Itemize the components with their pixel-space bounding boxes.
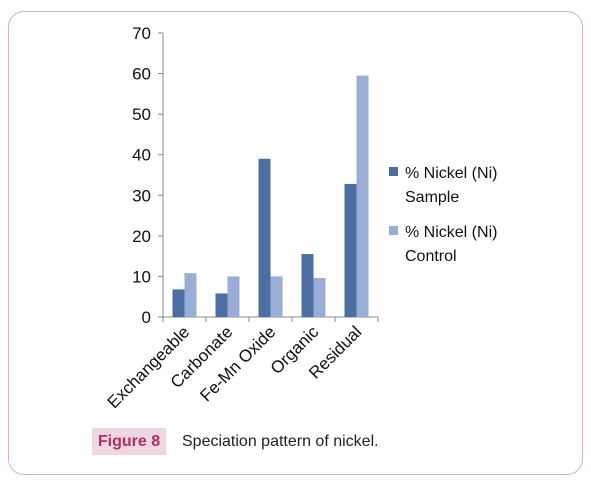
y-tick-label: 0 <box>142 308 151 327</box>
figure-caption: Speciation pattern of nickel. <box>182 433 379 450</box>
y-tick-label: 40 <box>132 146 151 165</box>
bar-control-carbonate <box>227 276 240 317</box>
bar-control-fe-mn-oxide <box>270 276 283 317</box>
y-tick-label: 70 <box>132 24 151 43</box>
bar-control-organic <box>313 278 326 317</box>
bar-sample-carbonate <box>215 293 228 317</box>
y-tick-label: 20 <box>132 227 151 246</box>
bar-sample-exchangeable <box>172 289 185 317</box>
legend-label: Control <box>405 248 457 265</box>
y-tick-label: 60 <box>132 65 151 84</box>
y-tick-label: 50 <box>132 105 151 124</box>
bar-sample-residual <box>344 183 357 317</box>
legend-label: % Nickel (Ni) <box>405 224 497 241</box>
bar-sample-fe-mn-oxide <box>258 158 271 317</box>
y-tick-label: 10 <box>132 267 151 286</box>
bar-control-exchangeable <box>184 273 197 317</box>
legend-label: Sample <box>405 189 459 206</box>
figure-frame <box>8 11 583 475</box>
figure-label: Figure 8 <box>92 428 166 455</box>
legend-swatch-control <box>389 226 398 235</box>
bar-control-residual <box>356 75 369 317</box>
legend-swatch-sample <box>389 167 398 176</box>
legend-label: % Nickel (Ni) <box>405 165 497 182</box>
bar-sample-organic <box>301 254 314 317</box>
y-tick-label: 30 <box>132 186 151 205</box>
